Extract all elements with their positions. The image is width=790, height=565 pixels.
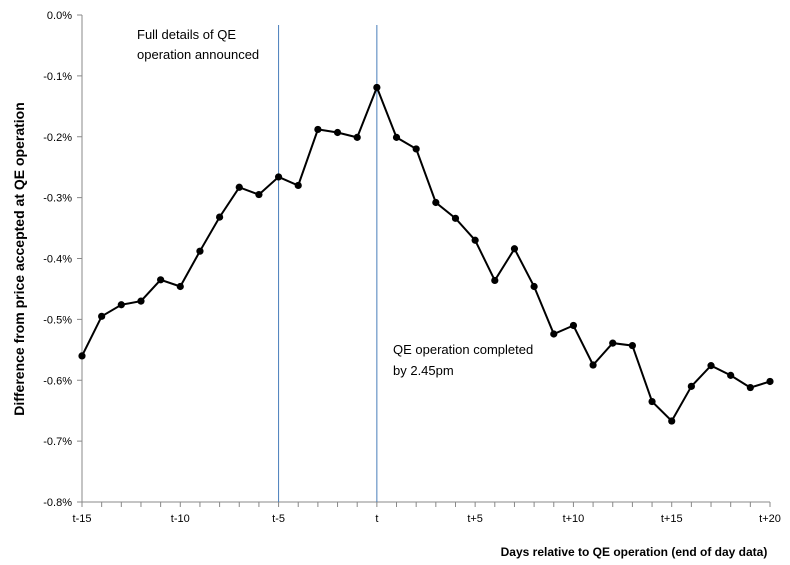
data-point <box>137 297 145 305</box>
x-tick-label: t+15 <box>661 513 683 525</box>
data-point <box>78 352 86 360</box>
data-point <box>432 198 440 207</box>
data-point <box>530 282 538 291</box>
data-point <box>412 145 420 153</box>
series-line <box>81 84 771 423</box>
y-axis-ticks: 0.0% -0.1% -0.2% -0.3% -0.4% -0.5% -0.6% -0.7% -… <box>43 10 82 509</box>
x-tick-label: t+10 <box>563 513 585 525</box>
x-axis-label: Days relative to QE operation (end of da… <box>501 545 768 559</box>
x-tick-label: t <box>375 513 378 525</box>
y-tick-label: -0.2% <box>43 132 72 144</box>
data-point <box>648 397 656 406</box>
x-tick-label: t-15 <box>73 513 92 525</box>
y-tick-label: -0.5% <box>43 314 72 326</box>
data-point <box>117 301 125 309</box>
data-point <box>589 361 597 369</box>
data-point <box>294 181 302 190</box>
data-point <box>98 312 106 320</box>
data-point <box>766 377 774 386</box>
data-point <box>471 236 479 244</box>
data-point <box>255 190 263 199</box>
annotation-announcement: Full details of QE operation announced <box>137 27 259 62</box>
x-tick-label: t+5 <box>467 513 483 525</box>
data-point <box>392 133 401 141</box>
data-point <box>628 341 637 350</box>
data-point <box>510 245 519 253</box>
y-axis-label: Difference from price accepted at QE ope… <box>11 102 27 416</box>
data-point <box>176 282 184 291</box>
data-point <box>373 83 381 92</box>
data-point <box>333 128 342 137</box>
data-point <box>609 339 617 347</box>
y-tick-label: -0.1% <box>43 71 72 83</box>
data-point <box>157 276 165 284</box>
data-point <box>451 214 460 222</box>
data-point <box>274 173 283 181</box>
y-tick-label: -0.7% <box>43 436 72 448</box>
data-point <box>687 382 695 390</box>
data-point <box>196 247 204 255</box>
data-point <box>216 213 224 221</box>
y-tick-label: 0.0% <box>47 10 72 22</box>
x-tick-label: t-10 <box>171 513 190 525</box>
y-tick-label: -0.6% <box>43 375 72 387</box>
y-tick-label: -0.4% <box>43 254 72 266</box>
data-point <box>550 330 558 338</box>
data-point <box>746 383 754 392</box>
data-point <box>491 276 499 285</box>
data-point <box>569 321 578 330</box>
data-point <box>235 183 243 191</box>
data-point <box>707 362 715 370</box>
y-tick-label: -0.8% <box>43 497 72 509</box>
x-tick-label: t-5 <box>272 513 285 525</box>
reference-lines <box>278 25 378 502</box>
data-point <box>314 125 322 134</box>
x-tick-label: t+20 <box>759 513 781 525</box>
data-point <box>727 371 735 379</box>
data-point <box>668 417 676 425</box>
data-points <box>78 83 774 425</box>
annotation-completion: QE operation completed by 2.45pm <box>393 342 537 378</box>
y-tick-label: -0.3% <box>43 193 72 205</box>
x-axis-ticks: t-15 t-10 t-5 t t+5 t+10 t+15 t+20 <box>73 502 781 525</box>
data-point <box>353 133 361 141</box>
